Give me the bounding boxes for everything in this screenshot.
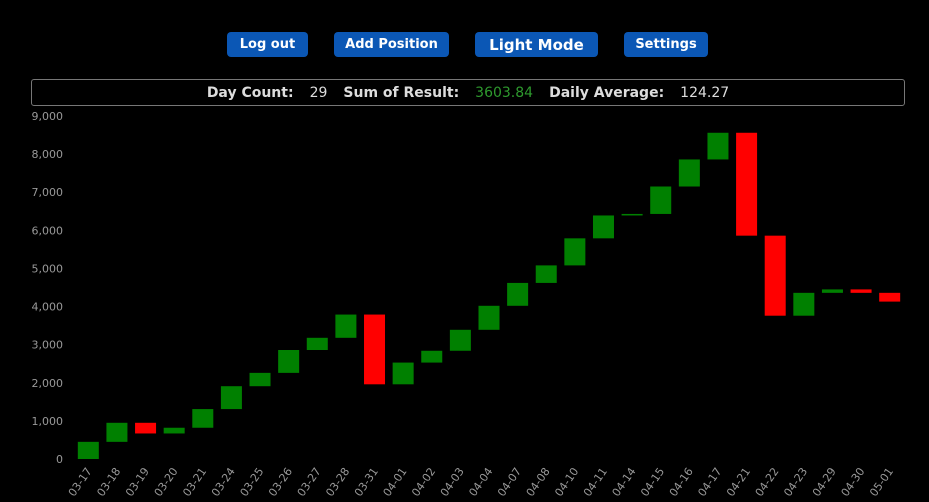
bar xyxy=(650,186,672,214)
y-tick-label: 8,000 xyxy=(32,148,64,161)
bar xyxy=(306,337,328,351)
bar xyxy=(879,292,901,302)
x-tick-label: 04-23 xyxy=(781,465,810,499)
x-tick-label: 03-24 xyxy=(209,465,238,499)
bar xyxy=(335,314,357,338)
y-tick-label: 9,000 xyxy=(32,110,64,123)
bar xyxy=(621,213,643,216)
x-tick-label: 04-21 xyxy=(724,465,753,499)
bar xyxy=(764,235,786,316)
logout-button[interactable]: Log out xyxy=(227,32,308,57)
bar xyxy=(278,350,300,373)
bar xyxy=(106,422,128,442)
stat-label: Daily Average: xyxy=(549,84,665,101)
x-tick-label: 04-16 xyxy=(667,465,696,499)
y-tick-label: 6,000 xyxy=(32,224,64,237)
x-tick-label: 03-17 xyxy=(66,465,95,499)
stat-value: 124.27 xyxy=(680,84,730,101)
x-tick-label: 03-27 xyxy=(295,465,324,499)
light-mode-button[interactable]: Light Mode xyxy=(475,32,598,57)
x-tick-label: 04-17 xyxy=(695,465,724,499)
y-tick-label: 3,000 xyxy=(32,339,64,352)
x-tick-label: 04-30 xyxy=(839,465,868,499)
x-tick-label: 04-14 xyxy=(610,465,639,499)
bar xyxy=(163,427,185,434)
x-tick-label: 04-02 xyxy=(409,465,438,499)
bar xyxy=(449,329,471,351)
bar xyxy=(364,314,386,385)
x-tick-label: 04-10 xyxy=(552,465,581,499)
y-tick-label: 0 xyxy=(56,453,63,466)
bar xyxy=(793,292,815,316)
x-tick-label: 03-31 xyxy=(352,465,381,499)
stats-bar: Day Count: 29 Sum of Result: 3603.84 Dai… xyxy=(31,79,905,106)
x-tick-label: 04-04 xyxy=(466,465,495,499)
x-tick-label: 03-26 xyxy=(266,465,295,499)
y-tick-label: 5,000 xyxy=(32,262,64,275)
bar xyxy=(249,372,271,387)
x-tick-label: 04-22 xyxy=(753,465,782,499)
bar xyxy=(135,422,157,434)
x-tick-label: 04-29 xyxy=(810,465,839,499)
bar xyxy=(392,362,414,385)
bar xyxy=(736,132,758,236)
bar xyxy=(821,289,843,293)
bar xyxy=(850,289,872,293)
bar xyxy=(592,215,614,239)
stat-value: 3603.84 xyxy=(475,84,534,101)
bar xyxy=(192,409,214,428)
bar xyxy=(220,386,242,410)
x-tick-label: 04-15 xyxy=(638,465,667,499)
y-tick-label: 2,000 xyxy=(32,377,64,390)
y-tick-label: 7,000 xyxy=(32,186,64,199)
x-tick-label: 04-01 xyxy=(381,465,410,499)
y-tick-label: 1,000 xyxy=(32,415,64,428)
y-tick-label: 4,000 xyxy=(32,301,64,314)
x-tick-label: 04-07 xyxy=(495,465,524,499)
stat-label: Sum of Result: xyxy=(343,84,460,101)
stat-label: Day Count: xyxy=(206,84,294,101)
x-tick-label: 03-21 xyxy=(180,465,209,499)
stat-value: 29 xyxy=(309,84,328,101)
bar xyxy=(564,238,586,266)
x-tick-label: 03-25 xyxy=(238,465,267,499)
x-tick-label: 05-01 xyxy=(867,465,896,499)
x-tick-label: 03-28 xyxy=(323,465,352,499)
x-tick-label: 03-18 xyxy=(94,465,123,499)
bar xyxy=(707,132,729,160)
x-tick-label: 04-03 xyxy=(438,465,467,499)
bar xyxy=(421,350,443,363)
bar xyxy=(77,441,99,459)
bar xyxy=(535,265,557,283)
x-tick-label: 03-20 xyxy=(152,465,181,499)
bar xyxy=(507,282,529,306)
bar xyxy=(478,305,500,330)
settings-button[interactable]: Settings xyxy=(624,32,708,57)
x-tick-label: 04-11 xyxy=(581,465,610,499)
x-tick-label: 03-19 xyxy=(123,465,152,499)
toolbar: Log out Add Position Light Mode Settings xyxy=(0,32,929,58)
x-tick-label: 04-08 xyxy=(524,465,553,499)
bar xyxy=(678,159,700,187)
add-position-button[interactable]: Add Position xyxy=(334,32,449,57)
